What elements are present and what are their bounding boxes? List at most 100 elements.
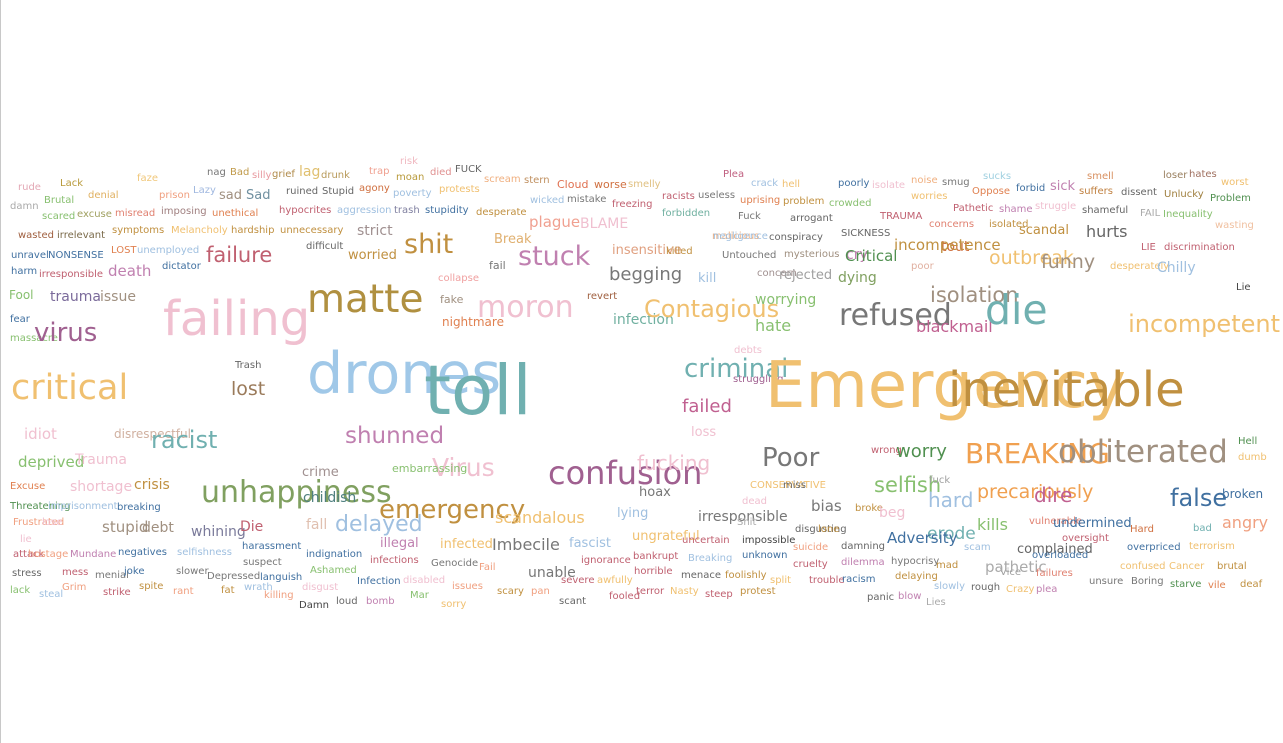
cloud-word: severe bbox=[561, 575, 595, 586]
cloud-word: dictator bbox=[162, 261, 201, 272]
cloud-word: inevitable bbox=[948, 362, 1185, 418]
cloud-word: overloaded bbox=[1032, 550, 1089, 561]
cloud-word: fuck bbox=[929, 475, 951, 486]
cloud-word: selfishness bbox=[177, 547, 232, 558]
cloud-word: rant bbox=[173, 586, 194, 597]
cloud-word: unknown bbox=[742, 550, 788, 561]
cloud-word: failing bbox=[163, 291, 311, 347]
cloud-word: scant bbox=[559, 596, 587, 607]
cloud-word: wasting bbox=[1215, 220, 1254, 231]
cloud-word: disgust bbox=[302, 582, 339, 593]
cloud-word: wasted bbox=[18, 230, 54, 241]
cloud-word: suffers bbox=[1079, 186, 1113, 197]
cloud-word: slowly bbox=[934, 581, 965, 592]
cloud-word: terrorism bbox=[1189, 541, 1235, 552]
cloud-word: issues bbox=[452, 581, 483, 592]
cloud-word: Damn bbox=[299, 600, 329, 611]
cloud-word: split bbox=[770, 575, 792, 586]
cloud-word: desperate bbox=[476, 207, 527, 218]
cloud-word: sorry bbox=[441, 599, 467, 610]
cloud-word: deaf bbox=[1240, 579, 1263, 590]
cloud-word: fascist bbox=[569, 536, 611, 551]
cloud-word: Genocide bbox=[431, 558, 479, 569]
cloud-word: virus bbox=[34, 318, 98, 348]
cloud-word: steal bbox=[39, 589, 64, 600]
cloud-word: Unlucky bbox=[1164, 189, 1204, 200]
cloud-word: false bbox=[1170, 484, 1228, 512]
cloud-word: stuck bbox=[518, 241, 591, 272]
cloud-word: emergency bbox=[379, 495, 526, 525]
cloud-word: Nasty bbox=[670, 586, 699, 597]
cloud-word: wicked bbox=[530, 195, 565, 206]
cloud-word: beg bbox=[879, 505, 906, 521]
cloud-word: trash bbox=[394, 205, 420, 216]
cloud-word: Pathetic bbox=[953, 203, 994, 214]
cloud-word: Ashamed bbox=[310, 565, 357, 576]
cloud-word: complained bbox=[1017, 542, 1093, 557]
cloud-word: lose bbox=[42, 517, 63, 528]
cloud-word: broke bbox=[855, 503, 883, 514]
cloud-word: Frustrated bbox=[13, 517, 65, 528]
cloud-word: failure bbox=[206, 243, 273, 267]
cloud-word: unravel bbox=[11, 250, 49, 261]
cloud-word: mysterious bbox=[784, 249, 840, 260]
cloud-word: grief bbox=[272, 169, 295, 180]
cloud-word: trap bbox=[369, 166, 390, 177]
cloud-word: Vice bbox=[1000, 567, 1022, 578]
cloud-word: lag bbox=[299, 164, 321, 180]
cloud-word: scandalous bbox=[495, 508, 585, 527]
cloud-word: stress bbox=[12, 568, 42, 579]
cloud-word: dying bbox=[838, 270, 877, 286]
cloud-word: infection bbox=[613, 312, 674, 328]
cloud-word: hardship bbox=[231, 225, 275, 236]
cloud-word: hates bbox=[1189, 169, 1217, 180]
cloud-word: deprived bbox=[18, 453, 85, 471]
cloud-word: fucking bbox=[637, 451, 711, 475]
cloud-word: Brutal bbox=[44, 195, 75, 206]
cloud-word: trauma bbox=[50, 289, 101, 305]
cloud-word: critical bbox=[11, 368, 129, 408]
cloud-word: irrelevant bbox=[57, 230, 105, 241]
cloud-word: conspiracy bbox=[769, 232, 823, 243]
cloud-word: protests bbox=[439, 184, 480, 195]
cloud-word: struggling bbox=[733, 374, 784, 385]
cloud-word: Bad bbox=[230, 167, 250, 178]
cloud-word: Infection bbox=[357, 576, 401, 587]
cloud-word: foolishly bbox=[725, 570, 767, 581]
cloud-word: problem bbox=[783, 196, 825, 207]
cloud-word: concerns bbox=[929, 219, 975, 230]
cloud-word: death bbox=[108, 262, 152, 280]
cloud-word: plague bbox=[529, 213, 581, 231]
cloud-word: racist bbox=[151, 426, 218, 454]
cloud-word: Break bbox=[494, 232, 532, 247]
cloud-word: wrong bbox=[871, 445, 902, 456]
cloud-word: shortage bbox=[70, 479, 133, 495]
cloud-word: lone bbox=[818, 524, 840, 535]
cloud-word: miss bbox=[783, 480, 806, 491]
cloud-word: isolated bbox=[989, 219, 1029, 230]
cloud-word: oversight bbox=[1062, 533, 1109, 544]
cloud-word: sick bbox=[1050, 179, 1076, 194]
cloud-word: impossible bbox=[742, 535, 796, 546]
cloud-word: mess bbox=[62, 567, 89, 578]
cloud-word: imprisonment bbox=[48, 501, 118, 512]
cloud-word: scam bbox=[964, 542, 991, 553]
cloud-word: hard bbox=[928, 488, 974, 512]
cloud-word: shame bbox=[999, 204, 1033, 215]
cloud-word: collapse bbox=[438, 273, 480, 284]
cloud-word: joke bbox=[124, 566, 145, 577]
cloud-word: damning bbox=[841, 541, 886, 552]
cloud-word: strict bbox=[357, 223, 393, 239]
cloud-word: Lies bbox=[926, 597, 946, 608]
cloud-word: malicious bbox=[712, 231, 760, 242]
cloud-word: failed bbox=[682, 396, 732, 417]
cloud-word: irresponsible bbox=[698, 509, 788, 525]
cloud-word: discrimination bbox=[1164, 242, 1235, 253]
cloud-word: Melancholy bbox=[171, 225, 228, 236]
cloud-word: dumb bbox=[1238, 452, 1267, 463]
cloud-word: angry bbox=[1222, 513, 1269, 532]
cloud-word: idiot bbox=[24, 425, 57, 443]
cloud-word: LOST bbox=[111, 245, 137, 256]
cloud-word: fooled bbox=[609, 591, 641, 602]
